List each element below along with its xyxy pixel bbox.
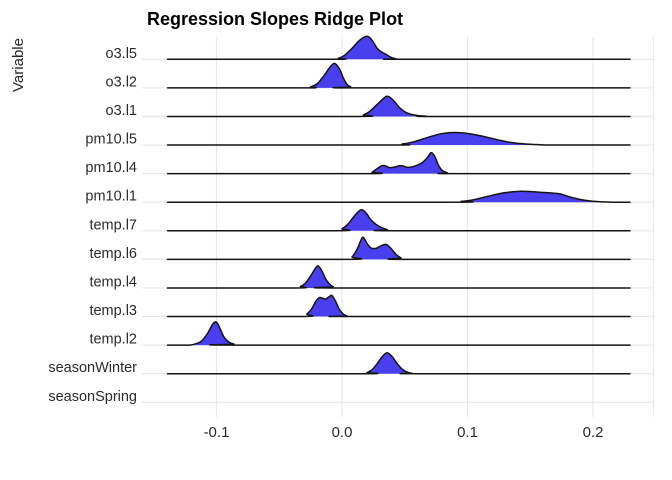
y-tick-label-pm10.l5: pm10.l5: [85, 132, 137, 148]
ridge-line-seasonWinter: [166, 351, 631, 375]
ridge-fill-o3.l5: [167, 36, 631, 60]
ridge-fill-o3.l1: [167, 96, 631, 117]
x-tick-label-0.1: 0.1: [457, 424, 478, 441]
ridge-fill-temp.l4: [167, 265, 631, 288]
ridge-line-pm10.l5: [166, 131, 631, 146]
ridge-fill-seasonWinter: [167, 352, 631, 374]
ridge-fill-temp.l7: [167, 209, 631, 231]
y-tick-label-o3.l5: o3.l5: [106, 46, 137, 62]
ridge-line-temp.l2: [166, 321, 631, 346]
y-tick-label-o3.l1: o3.l1: [106, 103, 137, 119]
ridge-line-o3.l2: [166, 62, 631, 89]
ridge-fill-o3.l2: [167, 63, 631, 88]
y-tick-label-pm10.l1: pm10.l1: [85, 189, 137, 205]
ridge-fill-pm10.l5: [167, 132, 631, 146]
ridge-line-pm10.l1: [166, 190, 631, 203]
y-tick-label-seasonSpring: seasonSpring: [48, 389, 137, 405]
x-tick-label--0.1: -0.1: [204, 424, 230, 441]
ridge-line-pm10.l4: [166, 151, 631, 175]
y-tick-label-temp.l2: temp.l2: [89, 332, 137, 348]
ridge-line-temp.l6: [166, 236, 631, 261]
y-tick-label-pm10.l4: pm10.l4: [85, 160, 137, 176]
y-tick-label-seasonWinter: seasonWinter: [48, 360, 137, 376]
y-tick-label-temp.l3: temp.l3: [89, 303, 137, 319]
y-tick-label-o3.l2: o3.l2: [106, 74, 137, 90]
ridge-line-o3.l5: [166, 35, 631, 61]
y-tick-label-temp.l4: temp.l4: [89, 274, 137, 290]
x-tick-label-0.2: 0.2: [583, 424, 604, 441]
x-tick-label-0.0: 0.0: [332, 424, 353, 441]
ridge-fill-pm10.l4: [167, 152, 631, 174]
ridge-line-o3.l1: [166, 95, 631, 118]
y-tick-label-temp.l7: temp.l7: [89, 217, 137, 233]
ridge-line-temp.l4: [166, 265, 631, 289]
y-tick-label-temp.l6: temp.l6: [89, 246, 137, 262]
ridge-fill-pm10.l1: [167, 191, 631, 203]
ridge-fill-temp.l3: [167, 295, 631, 317]
plot-title: Regression Slopes Ridge Plot: [147, 9, 404, 29]
ridge-line-temp.l3: [166, 294, 631, 318]
ridge-line-temp.l7: [166, 208, 631, 232]
ridge-fill-temp.l2: [167, 321, 631, 346]
